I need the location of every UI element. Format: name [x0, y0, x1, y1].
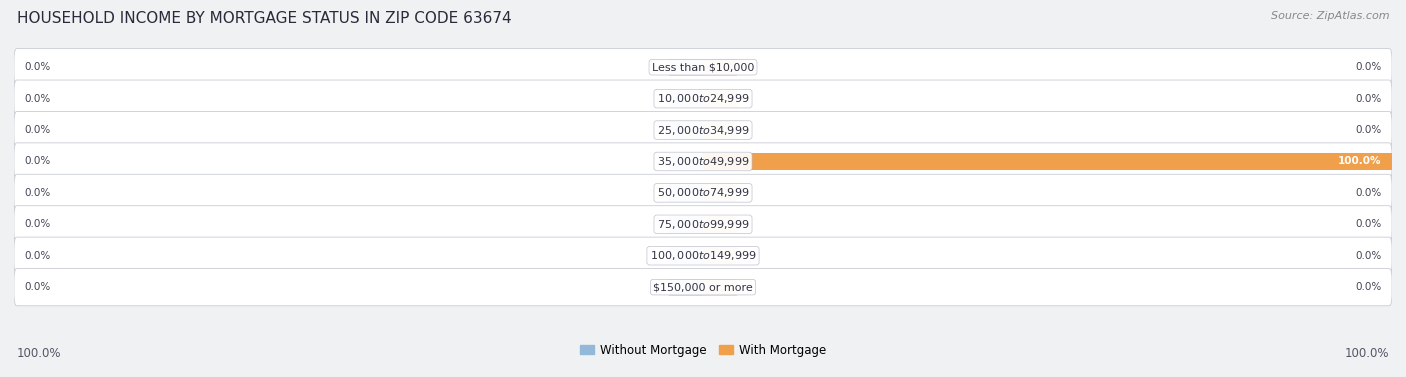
Bar [703, 90, 738, 107]
Bar [703, 184, 738, 202]
Text: Less than $10,000: Less than $10,000 [652, 62, 754, 72]
FancyBboxPatch shape [14, 237, 1392, 274]
Text: $150,000 or more: $150,000 or more [654, 282, 752, 292]
Text: Source: ZipAtlas.com: Source: ZipAtlas.com [1271, 11, 1389, 21]
Text: 0.0%: 0.0% [24, 251, 51, 261]
FancyBboxPatch shape [14, 112, 1392, 149]
Bar [669, 58, 703, 76]
Text: $50,000 to $74,999: $50,000 to $74,999 [657, 186, 749, 199]
Bar [703, 279, 738, 296]
Bar [669, 121, 703, 139]
Text: 0.0%: 0.0% [1355, 188, 1382, 198]
FancyBboxPatch shape [14, 206, 1392, 243]
Bar [703, 121, 738, 139]
Text: 0.0%: 0.0% [1355, 251, 1382, 261]
Text: 100.0%: 100.0% [1344, 347, 1389, 360]
Text: 0.0%: 0.0% [1355, 62, 1382, 72]
Bar [669, 184, 703, 202]
Bar [703, 247, 738, 264]
Bar [669, 216, 703, 233]
Text: $10,000 to $24,999: $10,000 to $24,999 [657, 92, 749, 105]
Bar [703, 216, 738, 233]
Text: 0.0%: 0.0% [24, 282, 51, 292]
Text: 0.0%: 0.0% [24, 93, 51, 104]
FancyBboxPatch shape [14, 80, 1392, 117]
Text: $75,000 to $99,999: $75,000 to $99,999 [657, 218, 749, 231]
Bar [669, 90, 703, 107]
Text: $25,000 to $34,999: $25,000 to $34,999 [657, 124, 749, 136]
Bar [669, 279, 703, 296]
Bar [669, 247, 703, 264]
Text: 0.0%: 0.0% [24, 156, 51, 167]
Bar [703, 153, 1392, 170]
FancyBboxPatch shape [14, 49, 1392, 86]
Text: 0.0%: 0.0% [1355, 219, 1382, 229]
FancyBboxPatch shape [14, 174, 1392, 211]
Bar [703, 58, 738, 76]
Text: 0.0%: 0.0% [24, 62, 51, 72]
Text: 0.0%: 0.0% [1355, 125, 1382, 135]
Text: 100.0%: 100.0% [1339, 156, 1382, 167]
Text: 0.0%: 0.0% [24, 219, 51, 229]
Bar [669, 153, 703, 170]
Text: HOUSEHOLD INCOME BY MORTGAGE STATUS IN ZIP CODE 63674: HOUSEHOLD INCOME BY MORTGAGE STATUS IN Z… [17, 11, 512, 26]
FancyBboxPatch shape [14, 143, 1392, 180]
Text: $35,000 to $49,999: $35,000 to $49,999 [657, 155, 749, 168]
Text: 0.0%: 0.0% [24, 125, 51, 135]
Text: $100,000 to $149,999: $100,000 to $149,999 [650, 249, 756, 262]
Text: 0.0%: 0.0% [1355, 93, 1382, 104]
FancyBboxPatch shape [14, 268, 1392, 306]
Text: 100.0%: 100.0% [17, 347, 62, 360]
Legend: Without Mortgage, With Mortgage: Without Mortgage, With Mortgage [575, 339, 831, 361]
Text: 0.0%: 0.0% [1355, 282, 1382, 292]
Text: 0.0%: 0.0% [24, 188, 51, 198]
